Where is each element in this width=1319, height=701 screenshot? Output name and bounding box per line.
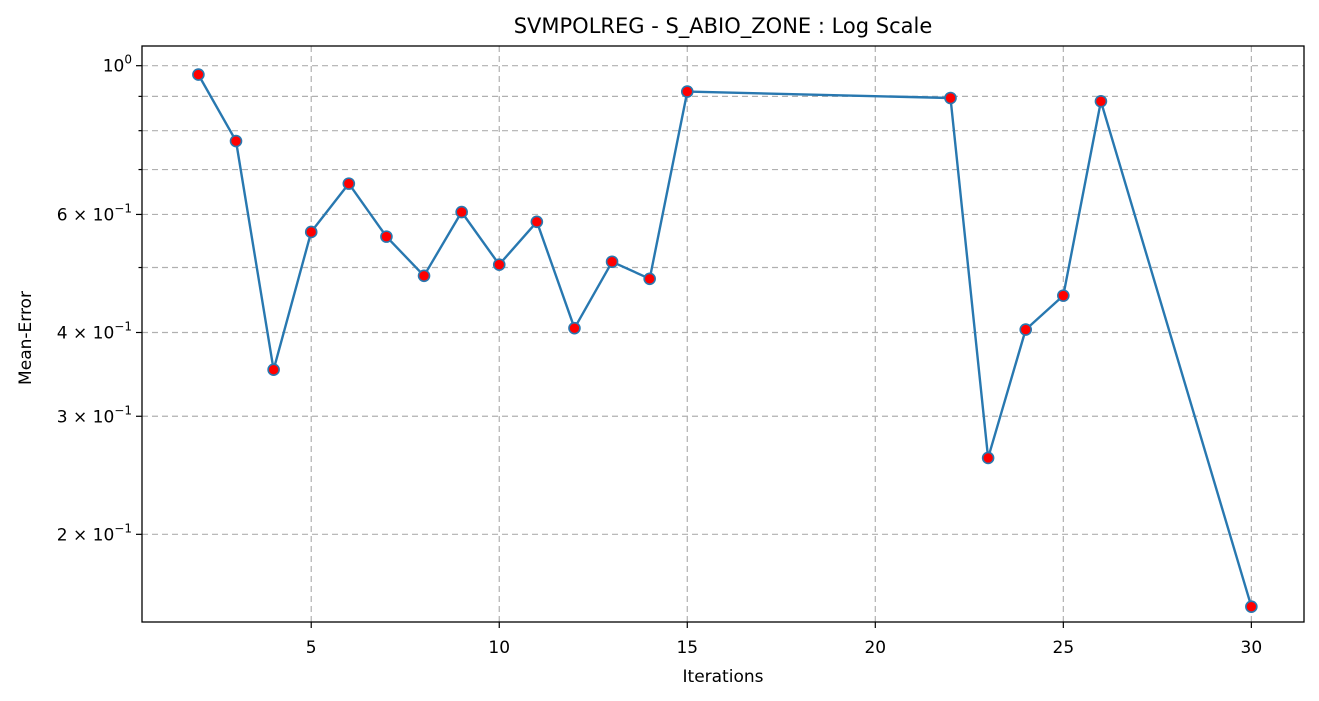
data-point	[1057, 289, 1070, 302]
axis-ticks: 5 10 15 20 25 30 100 6 × 10−1 4 × 10−1 3 × 10−1 2 …	[57, 53, 1262, 658]
y-tick-label: 4 × 10−1	[57, 320, 132, 344]
series-line	[197, 74, 1253, 608]
data-point	[1019, 323, 1033, 336]
x-tick-label: 30	[1241, 638, 1263, 658]
y-tick-label: 6 × 10−1	[57, 201, 132, 225]
y-tick-label: 3 × 10−1	[57, 403, 132, 427]
data-point	[267, 363, 280, 377]
data-point	[342, 177, 356, 190]
data-point	[455, 205, 468, 219]
y-tick-label: 2 × 10−1	[57, 521, 132, 545]
plot-area	[141, 45, 1305, 623]
x-tick-label: 5	[306, 638, 317, 658]
grid-layer	[142, 46, 1304, 622]
data-point	[568, 321, 581, 335]
data-point	[981, 451, 995, 465]
data-point	[605, 255, 619, 269]
data-point	[1245, 600, 1258, 613]
data-point	[680, 85, 694, 98]
data-point	[192, 68, 205, 81]
data-point	[380, 230, 393, 243]
data-point	[643, 272, 656, 286]
x-tick-label: 15	[676, 638, 698, 658]
x-tick-label: 20	[864, 638, 886, 658]
chart-title: SVMPOLREG - S_ABIO_ZONE : Log Scale	[514, 14, 933, 39]
data-point	[1094, 94, 1108, 108]
y-axis-title: Mean-Error	[16, 291, 36, 385]
series-layer	[192, 68, 1258, 613]
data-point	[417, 269, 431, 283]
data-point	[944, 91, 957, 105]
x-tick-label: 25	[1053, 638, 1075, 658]
data-point	[492, 258, 506, 271]
data-point	[304, 225, 318, 239]
x-tick-label: 10	[488, 638, 510, 658]
data-point	[229, 134, 243, 148]
x-axis-title: Iterations	[683, 667, 764, 687]
y-tick-label: 100	[103, 53, 132, 77]
data-point	[530, 215, 544, 229]
